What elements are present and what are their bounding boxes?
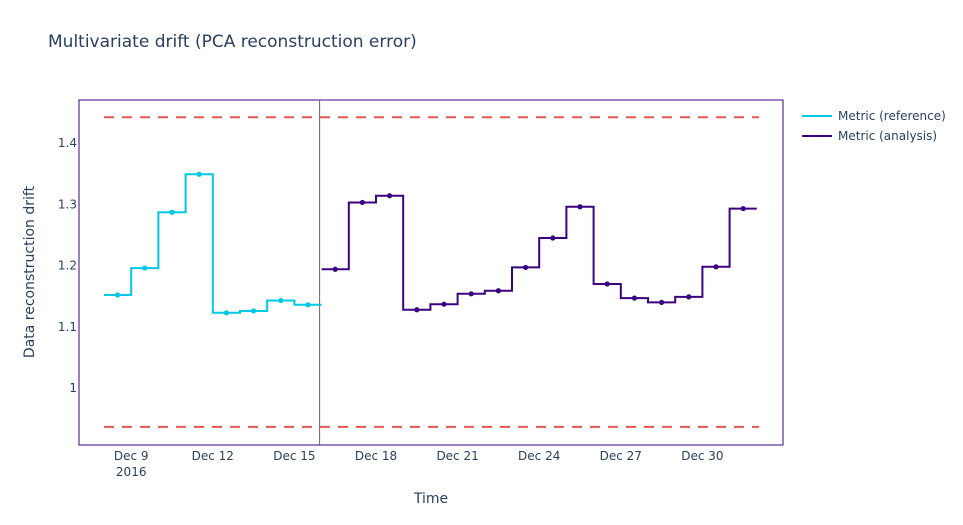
x-axis-title: Time (413, 491, 448, 507)
data-point[interactable] (604, 281, 610, 287)
data-point[interactable] (441, 301, 447, 307)
legend: Metric (reference) Metric (analysis) (802, 106, 946, 146)
x-tick-label: Dec 9 (114, 449, 149, 463)
legend-label-reference: Metric (reference) (838, 109, 946, 123)
data-point[interactable] (305, 302, 311, 308)
x-tick-label: Dec 27 (600, 449, 642, 463)
data-point[interactable] (278, 297, 284, 304)
data-point[interactable] (550, 235, 556, 241)
data-point[interactable] (713, 264, 719, 270)
plot-area (78, 99, 784, 446)
x-tick-label: Dec 30 (681, 449, 723, 463)
data-point[interactable] (659, 299, 665, 305)
y-axis-title: Data reconstruction drift (22, 185, 38, 358)
x-tick-label: Dec 12 (192, 449, 234, 463)
series-line-reference (104, 173, 322, 314)
legend-item-reference[interactable]: Metric (reference) (802, 106, 946, 126)
data-point[interactable] (142, 265, 148, 271)
data-point[interactable] (196, 171, 202, 177)
data-point[interactable] (740, 205, 746, 212)
x-tick-label: Dec 21 (436, 449, 478, 463)
data-point[interactable] (169, 209, 175, 215)
x-tick-label: Dec 24 (518, 449, 560, 463)
y-tick-label: 1.4 (58, 136, 77, 150)
data-point[interactable] (631, 295, 638, 301)
data-point[interactable] (223, 310, 229, 316)
data-point[interactable] (523, 264, 529, 271)
data-point[interactable] (468, 291, 474, 297)
y-tick-label: 1 (69, 381, 77, 395)
legend-swatch-analysis (802, 135, 832, 137)
data-point[interactable] (332, 266, 338, 272)
data-point[interactable] (387, 193, 393, 199)
legend-label-analysis: Metric (analysis) (838, 129, 938, 143)
x-tick-label: 2016 (116, 465, 147, 479)
data-point[interactable] (577, 204, 583, 210)
x-tick-label: Dec 15 (273, 449, 315, 463)
y-tick-label: 1.3 (58, 197, 77, 211)
chart-title: Multivariate drift (PCA reconstruction e… (48, 32, 417, 52)
data-point[interactable] (414, 307, 420, 313)
legend-item-analysis[interactable]: Metric (analysis) (802, 126, 946, 146)
y-tick-label: 1.1 (58, 320, 77, 334)
y-tick-label: 1.2 (58, 259, 77, 273)
data-point[interactable] (115, 292, 121, 298)
series-line-analysis (321, 194, 757, 311)
data-point[interactable] (359, 199, 365, 206)
data-point[interactable] (686, 294, 692, 300)
legend-swatch-reference (802, 115, 832, 117)
data-point[interactable] (251, 308, 257, 314)
x-tick-label: Dec 18 (355, 449, 397, 463)
data-point[interactable] (495, 288, 501, 294)
